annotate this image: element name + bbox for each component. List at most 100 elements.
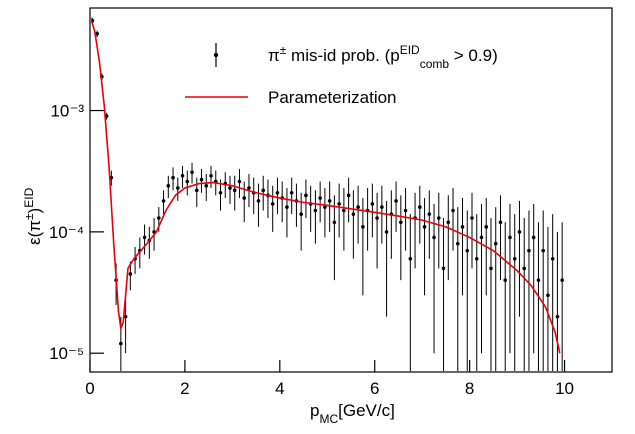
data-point: [399, 220, 403, 225]
data-point: [403, 208, 408, 213]
data-point: [323, 205, 327, 209]
data-point: [446, 220, 451, 225]
data-point: [380, 205, 384, 209]
text-part: MC: [319, 412, 338, 426]
data-point: [498, 220, 503, 225]
data-point: [351, 212, 356, 216]
legend-marker: [213, 52, 219, 58]
x-tick-label: 6: [370, 379, 379, 398]
data-point: [128, 272, 133, 276]
data-point: [418, 205, 422, 209]
data-point: [512, 256, 517, 261]
data-point: [522, 266, 527, 271]
data-point: [375, 216, 379, 220]
x-tick-label: 0: [85, 379, 94, 398]
data-point: [194, 188, 199, 193]
legend-label: π± mis-id prob. (pEIDcomb > 0.9): [268, 43, 498, 71]
data-point: [342, 208, 346, 213]
x-tick-label: 4: [275, 379, 284, 398]
data-point: [465, 248, 470, 253]
data-point: [171, 175, 175, 180]
data-point: [503, 278, 508, 282]
fit-line: [91, 16, 561, 354]
data-point: [394, 199, 398, 203]
text-part: > 0.9): [449, 46, 498, 65]
data-point: [256, 199, 261, 203]
data-point: [541, 248, 545, 253]
data-point: [232, 188, 237, 193]
x-tick-label: 8: [465, 379, 474, 398]
data-point: [517, 230, 522, 234]
data-point: [489, 266, 493, 271]
data-point: [460, 225, 465, 229]
data-point: [332, 220, 337, 225]
data-point: [337, 202, 341, 206]
text-part: ε(π: [25, 220, 44, 245]
data-point: [289, 190, 294, 195]
data-point: [275, 190, 280, 195]
legend-label: Parameterization: [268, 88, 397, 107]
text-part: [GeV/c]: [338, 401, 395, 420]
data-point: [95, 31, 99, 36]
data-point: [346, 193, 351, 198]
data-point: [361, 225, 365, 229]
data-point: [304, 193, 308, 198]
data-point: [119, 341, 123, 346]
data-point: [455, 241, 460, 246]
x-tick-label: 10: [555, 379, 574, 398]
data-point: [175, 186, 180, 190]
data-point: [318, 196, 322, 200]
data-point: [270, 202, 275, 206]
text-part: Parameterization: [268, 88, 397, 107]
text-part: ±: [280, 43, 287, 57]
y-tick-label: 10⁻⁵: [49, 344, 84, 363]
data-point: [242, 196, 247, 200]
data-point: [123, 314, 128, 319]
data-point: [484, 225, 489, 229]
data-point: [384, 230, 389, 234]
data-point: [451, 208, 455, 213]
data-point: [408, 256, 413, 261]
data-point: [536, 278, 541, 282]
text-part: π: [268, 46, 280, 65]
data-point: [356, 205, 360, 209]
text-part: mis-id prob. (p: [286, 46, 399, 65]
data-point: [550, 256, 555, 261]
data-point: [370, 202, 375, 206]
data-point: [327, 199, 332, 203]
data-point: [285, 205, 289, 209]
x-axis-title: pMC[GeV/c]: [310, 401, 395, 426]
data-point: [204, 183, 209, 188]
x-tick-label: 2: [180, 379, 189, 398]
plot-frame: [89, 7, 613, 373]
y-axis-title: ε(π±)EID: [22, 187, 44, 245]
data-point: [531, 235, 536, 240]
data-point: [422, 225, 427, 229]
data-point: [261, 188, 266, 193]
data-point: [228, 186, 232, 190]
data-point: [190, 170, 194, 175]
data-point: [546, 293, 550, 298]
y-tick-label: 10⁻³: [50, 102, 84, 121]
data-point: [527, 248, 531, 253]
data-point: [313, 208, 318, 213]
data-point: [185, 179, 190, 184]
text-part: ): [25, 208, 44, 214]
data-point: [218, 190, 223, 195]
data-point: [560, 278, 564, 282]
data-point: [161, 199, 166, 203]
text-part: comb: [420, 57, 450, 71]
data-point: [479, 235, 484, 240]
text-part: EID: [22, 187, 36, 207]
text-part: ±: [22, 213, 36, 220]
text-part: EID: [400, 43, 420, 57]
text-part: p: [310, 401, 319, 420]
data-point: [180, 173, 185, 178]
data-point: [157, 216, 161, 220]
data-point: [199, 177, 204, 182]
data-point: [555, 314, 560, 319]
y-tick-label: 10⁻⁴: [49, 223, 84, 242]
plot-area: [91, 16, 564, 371]
data-point: [474, 256, 479, 261]
